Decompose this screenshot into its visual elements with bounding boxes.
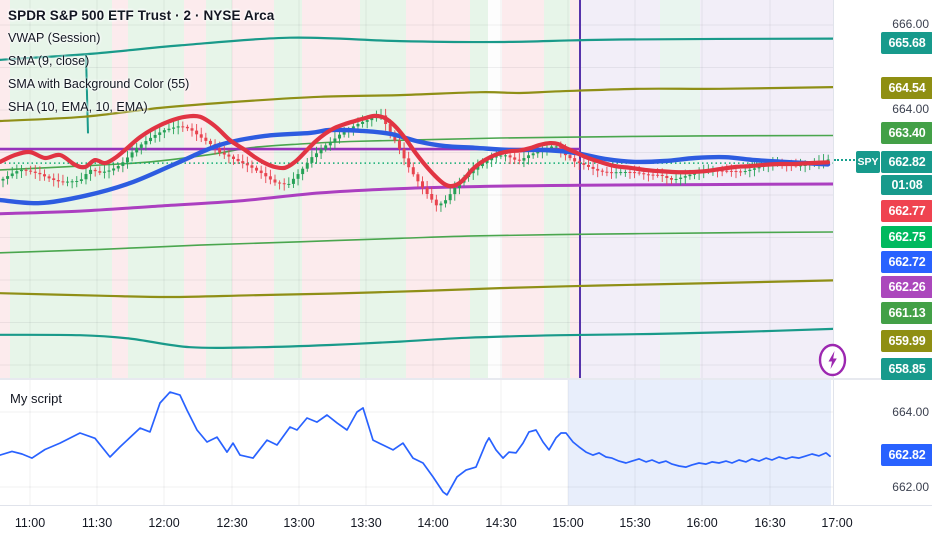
bar-countdown-badge: 01:08	[881, 175, 932, 195]
time-axis-label: 16:00	[686, 516, 718, 530]
price-badge: 664.54	[881, 77, 932, 99]
script-value-badge: 662.82	[881, 444, 932, 466]
last-price-badge: 662.82	[881, 151, 932, 173]
time-axis-label: 16:30	[754, 516, 786, 530]
time-axis-label: 11:00	[14, 516, 46, 530]
symbol-title[interactable]: SPDR S&P 500 ETF Trust · 2 · NYSE Arca	[8, 8, 275, 23]
script-axis-label: 662.00	[892, 480, 929, 494]
script-pane-label[interactable]: My script	[10, 391, 62, 406]
indicator-vwap[interactable]: VWAP (Session)	[8, 31, 101, 45]
price-badge: 662.72	[881, 251, 932, 273]
price-badge: 659.99	[881, 330, 932, 352]
time-axis-label: 14:30	[485, 516, 517, 530]
time-axis[interactable]: 11:00 11:30 12:00 12:30 13:00 13:30 14:00 14:30…	[0, 505, 932, 550]
price-badge: 661.13	[881, 302, 932, 324]
price-badge: 658.85	[881, 358, 932, 380]
main-chart-canvas[interactable]	[0, 0, 833, 378]
time-axis-label: 11:30	[81, 516, 113, 530]
time-axis-label: 15:30	[619, 516, 651, 530]
price-badge: 662.75	[881, 226, 932, 248]
time-axis-label: 13:00	[283, 516, 315, 530]
time-axis-label: 14:00	[417, 516, 449, 530]
pane-divider[interactable]	[0, 378, 932, 380]
time-axis-label: 12:30	[216, 516, 248, 530]
script-price-axis[interactable]: 664.00 662.00 662.82	[833, 380, 932, 505]
symbol-chip: SPY	[856, 151, 880, 173]
last-price-connector	[834, 159, 855, 161]
price-axis[interactable]: 666.00 664.00 665.68 664.54 663.40 662.77 662.…	[833, 0, 932, 380]
time-axis-label: 13:30	[350, 516, 382, 530]
price-badge: 662.77	[881, 200, 932, 222]
script-chart-canvas[interactable]	[0, 380, 833, 505]
time-axis-label: 12:00	[148, 516, 180, 530]
price-badge: 663.40	[881, 122, 932, 144]
price-badge: 665.68	[881, 32, 932, 54]
price-axis-label: 666.00	[892, 17, 929, 31]
legend: SPDR S&P 500 ETF Trust · 2 · NYSE Arca V…	[8, 8, 274, 123]
indicator-sma9[interactable]: SMA (9, close)	[8, 54, 90, 68]
indicator-sma-bg[interactable]: SMA with Background Color (55)	[8, 77, 190, 91]
indicator-sha[interactable]: SHA (10, EMA, 10, EMA)	[8, 100, 148, 114]
time-axis-label: 17:00	[821, 516, 853, 530]
price-badge: 662.26	[881, 276, 932, 298]
price-axis-label: 664.00	[892, 102, 929, 116]
lightning-icon	[818, 343, 847, 377]
instant-trading-button[interactable]	[817, 342, 848, 378]
time-axis-label: 15:00	[552, 516, 584, 530]
script-axis-label: 664.00	[892, 405, 929, 419]
